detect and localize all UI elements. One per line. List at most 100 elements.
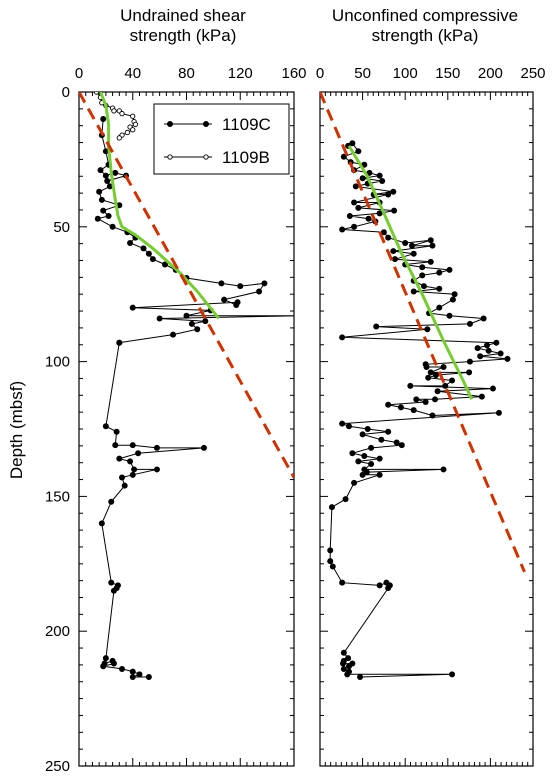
right-series-1109c-point [489, 385, 496, 392]
left-series-1109c-line [96, 118, 294, 678]
right-series-1109c-point [342, 496, 349, 503]
right-series-1109c-point [359, 431, 366, 438]
left-series-1109c-point [102, 423, 109, 430]
right-chart-title-line1: Unconfined compressive [331, 6, 519, 25]
left-series-1109c-point [112, 169, 119, 176]
left-series-1109c-point [129, 304, 136, 311]
right-series-1109c-point [385, 401, 392, 408]
right-series-1109c-point [393, 439, 400, 446]
left-series-1109c-point [129, 668, 136, 675]
right-series-1109c-point [466, 320, 473, 327]
y-tick-label: 50 [53, 219, 70, 236]
right-x-tick-label: 250 [520, 65, 545, 82]
right-series-1109c-point [363, 469, 370, 476]
right-series-1109c-point [329, 563, 336, 570]
left-series-1109c-point [127, 239, 134, 246]
right-series-1109c-point [340, 660, 347, 667]
right-series-1109c-point [339, 579, 346, 586]
right-series-1109c-point [352, 183, 359, 190]
right-series-1109c-point [446, 266, 453, 273]
left-series-1109c-point [136, 671, 143, 678]
left-chart-title-line2: strength (kPa) [129, 26, 237, 45]
right-series-1109c-point [368, 444, 375, 451]
left-series-1109c-point [97, 167, 104, 174]
right-series-1109c-point [345, 655, 352, 662]
right-series-1109c-point [345, 423, 352, 430]
right-series-1109c-point [495, 409, 502, 416]
right-series-1109c-point [376, 582, 383, 589]
right-series-1109c-point [380, 229, 387, 236]
right-series-1109c-point [504, 355, 511, 362]
legend-label-1109b: 1109B [222, 148, 270, 167]
right-series-1109c-point [449, 296, 456, 303]
left-series-1109c-point [119, 474, 125, 481]
right-x-tick-label: 200 [478, 65, 503, 82]
right-series-1109c-point [379, 177, 386, 184]
right-series-1109c-point [429, 242, 436, 249]
left-series-1109b-point [93, 92, 100, 95]
right-series-1109c-point [339, 420, 346, 427]
right-chart-title: Unconfined compressive strength (kPa) [300, 6, 550, 46]
right-x-tick-label: 150 [435, 65, 460, 82]
left-series-1109c-point [110, 660, 117, 667]
left-series-1109c-point [149, 256, 156, 263]
right-series-1109c-point [485, 347, 492, 354]
left-red-dashed-line [79, 92, 294, 479]
right-series-1109c-point [351, 199, 358, 206]
right-series-1109c-point [378, 436, 385, 443]
left-chart-title-line1: Undrained shear [120, 6, 246, 25]
right-series-1109c-point [422, 399, 429, 406]
legend-marker-1109b [167, 154, 173, 160]
left-series-1109c-point [129, 442, 136, 449]
left-x-tick-label: 0 [75, 65, 83, 82]
right-series-1109c-point [391, 207, 398, 214]
right-series-1109c-point [357, 674, 364, 681]
right-series-1109c-point [351, 223, 358, 230]
right-series-1109c-point [449, 671, 456, 678]
left-series-1109c-point [106, 183, 113, 190]
left-series-1109b-point [130, 127, 136, 133]
left-series-1109c-point [140, 245, 147, 252]
right-series-1109c-point [478, 393, 485, 400]
right-series-1109c-point [390, 248, 397, 255]
right-series-1109c-point [413, 396, 420, 403]
right-series-1109c-point [344, 671, 351, 678]
right-series-1109c-point [361, 452, 368, 459]
right-series-1109c-point [449, 377, 456, 384]
left-series-1109c-point [102, 172, 109, 179]
right-series-1109c-point [410, 407, 417, 414]
left-series-1109c-point [162, 261, 168, 268]
left-series-1109c-point [153, 466, 160, 473]
y-tick-label: 150 [45, 488, 70, 505]
right-series-1109c-point [420, 283, 427, 290]
left-series-1109c-point [131, 466, 138, 473]
left-green-trend-line [99, 92, 220, 320]
left-series-1109c-point [234, 299, 241, 306]
right-series-1109c-point [339, 334, 346, 341]
right-series-1109c-point [339, 226, 346, 233]
right-series-1109c-point [376, 210, 383, 217]
right-series-1109c-point [349, 140, 356, 147]
left-series-1109b-point [130, 113, 136, 119]
right-series-1109c-point [355, 458, 362, 465]
right-series-1109c-point [427, 237, 434, 244]
right-series-1109c-point [355, 148, 362, 155]
right-series-1109c-point [446, 312, 453, 319]
left-series-1109b-point [116, 135, 122, 141]
right-series-1109c-point [349, 450, 356, 457]
left-series-1109b-point [119, 110, 125, 117]
right-red-dashed-line [320, 92, 526, 573]
right-series-1109c-point [434, 388, 441, 395]
left-series-1109c-point [105, 213, 112, 220]
left-series-1109c-point [170, 331, 177, 338]
left-series-1109b-point [124, 129, 131, 136]
legend-marker-1109c [203, 121, 209, 127]
right-series-1109c-point [474, 345, 481, 352]
right-series-1109c-point [429, 412, 436, 419]
left-series-1109c-point [104, 177, 111, 184]
left-chart-title: Undrained shear strength (kPa) [58, 6, 308, 46]
left-series-1109c-point [135, 450, 142, 457]
right-series-1109c-point [407, 382, 414, 389]
right-series-1109c-point [497, 350, 504, 357]
